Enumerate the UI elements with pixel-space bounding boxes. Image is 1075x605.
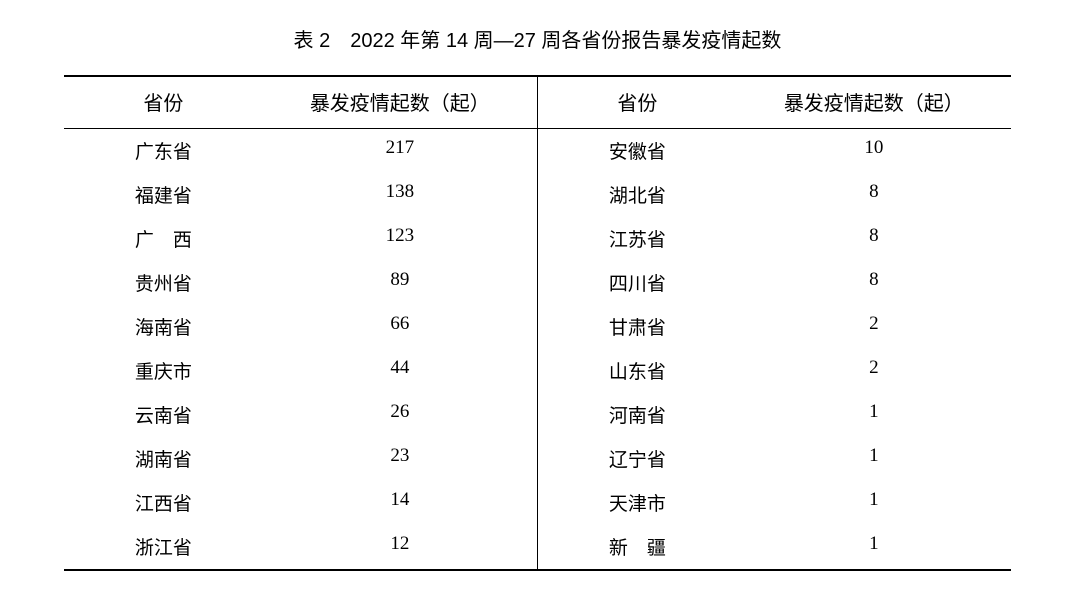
cell-province: 云南省 xyxy=(64,401,263,428)
header-province: 省份 xyxy=(538,87,737,116)
cell-count: 138 xyxy=(263,181,537,208)
table-row: 福建省 138 xyxy=(64,173,537,217)
table-header-row: 省份 暴发疫情起数（起） xyxy=(64,77,537,129)
cell-province: 重庆市 xyxy=(64,357,263,384)
table-left-column: 省份 暴发疫情起数（起） 广东省 217 福建省 138 广 西 123 贵州省… xyxy=(64,77,537,569)
cell-province: 四川省 xyxy=(538,269,737,296)
cell-count: 2 xyxy=(737,357,1011,384)
table-row: 辽宁省 1 xyxy=(538,437,1011,481)
cell-province: 天津市 xyxy=(538,489,737,516)
table-row: 甘肃省 2 xyxy=(538,305,1011,349)
table-row: 安徽省 10 xyxy=(538,129,1011,173)
table-row: 广东省 217 xyxy=(64,129,537,173)
cell-count: 217 xyxy=(263,137,537,164)
header-count: 暴发疫情起数（起） xyxy=(737,87,1011,116)
table-row: 江苏省 8 xyxy=(538,217,1011,261)
table-row: 贵州省 89 xyxy=(64,261,537,305)
cell-province: 浙江省 xyxy=(64,533,263,560)
cell-count: 123 xyxy=(263,225,537,252)
cell-count: 1 xyxy=(737,489,1011,516)
table-row: 河南省 1 xyxy=(538,393,1011,437)
table-caption: 表 2 2022 年第 14 周—27 周各省份报告暴发疫情起数 xyxy=(64,24,1011,53)
table-row: 湖北省 8 xyxy=(538,173,1011,217)
cell-count: 2 xyxy=(737,313,1011,340)
cell-count: 1 xyxy=(737,445,1011,472)
header-province: 省份 xyxy=(64,87,263,116)
table-row: 广 西 123 xyxy=(64,217,537,261)
cell-count: 26 xyxy=(263,401,537,428)
table-row: 浙江省 12 xyxy=(64,525,537,569)
cell-province: 湖北省 xyxy=(538,181,737,208)
cell-count: 8 xyxy=(737,181,1011,208)
cell-count: 1 xyxy=(737,401,1011,428)
table-row: 天津市 1 xyxy=(538,481,1011,525)
cell-province: 海南省 xyxy=(64,313,263,340)
cell-province: 辽宁省 xyxy=(538,445,737,472)
cell-count: 8 xyxy=(737,225,1011,252)
cell-province: 新 疆 xyxy=(538,533,737,560)
cell-province: 山东省 xyxy=(538,357,737,384)
table-row: 湖南省 23 xyxy=(64,437,537,481)
cell-province: 贵州省 xyxy=(64,269,263,296)
table-right-column: 省份 暴发疫情起数（起） 安徽省 10 湖北省 8 江苏省 8 四川省 8 甘肃… xyxy=(537,77,1011,569)
cell-province: 江苏省 xyxy=(538,225,737,252)
cell-count: 66 xyxy=(263,313,537,340)
cell-count: 89 xyxy=(263,269,537,296)
cell-count: 44 xyxy=(263,357,537,384)
header-count: 暴发疫情起数（起） xyxy=(263,87,537,116)
table-row: 海南省 66 xyxy=(64,305,537,349)
cell-province: 江西省 xyxy=(64,489,263,516)
table-row: 江西省 14 xyxy=(64,481,537,525)
table-row: 山东省 2 xyxy=(538,349,1011,393)
cell-province: 湖南省 xyxy=(64,445,263,472)
cell-province: 河南省 xyxy=(538,401,737,428)
cell-count: 12 xyxy=(263,533,537,560)
table-row: 重庆市 44 xyxy=(64,349,537,393)
table-header-row: 省份 暴发疫情起数（起） xyxy=(538,77,1011,129)
cell-province: 甘肃省 xyxy=(538,313,737,340)
cell-province: 广 西 xyxy=(64,225,263,252)
cell-province: 安徽省 xyxy=(538,137,737,164)
cell-count: 10 xyxy=(737,137,1011,164)
table-row: 新 疆 1 xyxy=(538,525,1011,569)
cell-count: 8 xyxy=(737,269,1011,296)
cell-count: 1 xyxy=(737,533,1011,560)
cell-count: 23 xyxy=(263,445,537,472)
cell-count: 14 xyxy=(263,489,537,516)
table-row: 云南省 26 xyxy=(64,393,537,437)
data-table: 省份 暴发疫情起数（起） 广东省 217 福建省 138 广 西 123 贵州省… xyxy=(64,75,1011,571)
cell-province: 福建省 xyxy=(64,181,263,208)
cell-province: 广东省 xyxy=(64,137,263,164)
table-row: 四川省 8 xyxy=(538,261,1011,305)
